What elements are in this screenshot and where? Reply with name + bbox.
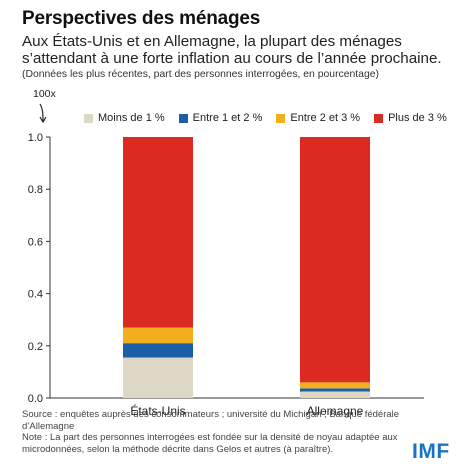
legend-swatch [84,113,93,123]
legend-item: Entre 1 et 2 % [178,112,263,124]
y-tick-label: 0.4 [28,289,43,301]
chart-title: Perspectives des ménages [22,8,261,29]
y-tick-label: 0.0 [28,393,43,405]
x-tick-label: Allemagne [307,404,364,418]
unit-arrow-icon [39,103,47,123]
y-tick-label: 0.6 [28,236,43,248]
bar-segment [300,137,370,383]
legend-label: Moins de 1 % [98,112,165,124]
legend-swatch [374,113,384,123]
bar-segment [123,327,193,344]
imf-logo: IMF [412,440,450,463]
legend-label: Plus de 3 % [388,112,447,124]
legend-item: Entre 2 et 3 % [276,112,360,124]
y-tick-label: 1.0 [28,132,43,144]
x-tick-label: États-Unis [130,403,185,418]
legend-swatch [178,113,188,123]
legend-label: Entre 2 et 3 % [290,112,361,124]
chart-footer: Source : enquêtes auprès des consommateu… [22,409,407,455]
y-axis-unit-label: 100x [33,88,56,100]
legend-label: Entre 1 et 2 % [192,112,263,124]
chart-subtitle: Aux États-Unis et en Allemagne, la plupa… [22,33,442,67]
y-tick-label: 0.8 [28,184,43,196]
legend-item: Moins de 1 % [84,112,165,124]
bar-segment [300,388,370,392]
bar-segment [123,137,193,328]
y-tick-label: 0.2 [28,341,43,353]
bar-segment [123,357,193,398]
chart-data-note: (Données les plus récentes, part des per… [22,69,379,80]
chart-legend: Moins de 1 % Entre 1 et 2 % Entre 2 et 3 %… [84,112,447,124]
legend-swatch [276,113,286,123]
legend-item: Plus de 3 % [374,112,447,124]
source-note: Source : enquêtes auprès des consommateu… [22,409,400,432]
bar-segment [300,382,370,389]
method-note: Note : La part des personnes interrogées… [22,432,398,455]
bar-segment [300,391,370,398]
bar-segment [123,343,193,358]
